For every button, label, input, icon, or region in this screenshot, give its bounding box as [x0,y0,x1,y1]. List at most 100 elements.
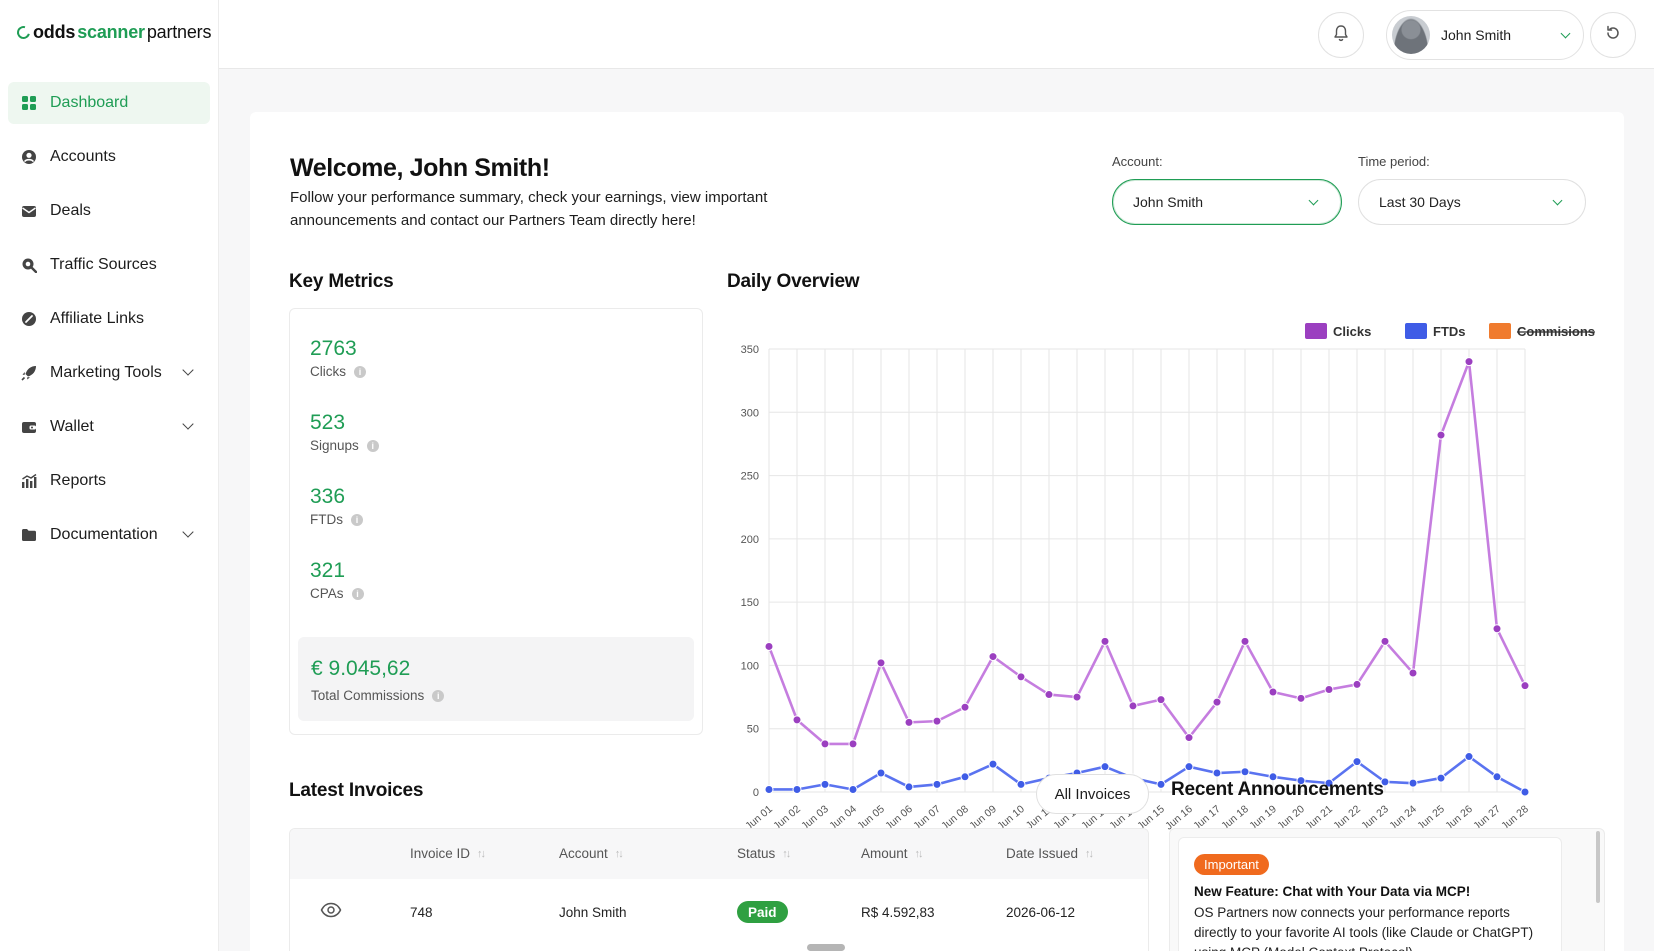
data-point [1044,690,1054,700]
sidebar-item-deals[interactable]: Deals [8,190,210,232]
data-point [1240,767,1250,777]
envelope-icon [20,202,38,220]
data-point [1408,778,1418,788]
daily-overview-chart: 0 50 100 150 200 250 300 350 Jun 01 Jun 02 Jun 03 J… [725,312,1605,842]
series-line-clicks [767,360,1527,746]
data-point [876,768,886,778]
data-point [1352,757,1362,767]
sidebar-item-label: Affiliate Links [50,310,144,327]
data-point [1100,636,1110,646]
info-icon[interactable]: i [351,513,363,526]
eye-icon[interactable] [320,902,342,923]
brand-part-2: scanner [77,22,145,42]
sidebar-item-label: Deals [50,202,91,219]
sidebar-item-documentation[interactable]: Documentation [8,514,210,556]
data-point [1436,430,1446,440]
data-point [1380,777,1390,787]
metric-label: Clicks [310,364,346,379]
sidebar-item-reports[interactable]: Reports [8,460,210,502]
data-point [820,779,830,789]
sidebar-item-label: Documentation [50,526,158,543]
account-select[interactable]: John Smith [1112,179,1342,225]
data-point [1184,733,1194,743]
y-tick-label: 100 [741,660,759,672]
time-period-select[interactable]: Last 30 Days [1358,179,1586,225]
info-icon[interactable]: i [351,587,364,600]
table-header: Invoice ID ↑↓ Account ↑↓ Status ↑↓ Amount ↑↓… [290,829,1148,879]
account-filter-label: Account: [1112,154,1163,169]
data-point [1016,779,1026,789]
latest-invoices-title: Latest Invoices [289,780,424,801]
top-bar: John Smith [219,0,1654,69]
metric-value: 321 [310,559,346,582]
total-commissions-box: € 9.045,62 Total Commissions i [298,637,694,721]
logo-mark-icon [14,23,33,42]
invoice-amount: R$ 4.592,83 [861,905,935,920]
sidebar-item-affiliate-links[interactable]: Affiliate Links [8,298,210,340]
info-icon[interactable]: i [366,439,379,452]
data-point [792,715,802,725]
sidebar-item-label: Reports [50,472,107,489]
user-menu-button[interactable]: John Smith [1386,10,1584,60]
announcement-text: OS Partners now connects your performanc… [1194,905,1534,951]
horizontal-scrollbar[interactable] [807,944,845,951]
sidebar-item-accounts[interactable]: Accounts [8,136,210,178]
column-status[interactable]: Status ↑↓ [737,846,791,861]
data-point [1156,779,1166,789]
sort-icon: ↑↓ [1085,847,1094,860]
sidebar-item-marketing-tools[interactable]: Marketing Tools [8,352,210,394]
notifications-button[interactable] [1318,12,1364,58]
data-point [764,784,774,794]
column-amount[interactable]: Amount ↑↓ [861,846,924,861]
metric-label: FTDs [310,512,343,527]
y-tick-label: 250 [741,471,759,483]
invoice-date: 2026-06-12 [1006,905,1076,920]
info-icon[interactable]: i [354,365,366,378]
info-icon[interactable]: i [432,689,445,702]
all-invoices-button[interactable]: All Invoices [1036,774,1149,814]
wallet-icon [20,418,38,436]
column-invoice-id[interactable]: Invoice ID ↑↓ [410,846,486,861]
data-point [932,716,942,726]
data-point [1016,672,1026,682]
sidebar-item-label: Marketing Tools [50,364,162,381]
rocket-icon [20,364,38,382]
data-point [988,759,998,769]
user-circle-icon [20,148,38,166]
total-commissions-label: Total Commissions [311,688,425,703]
grid-icon [20,94,38,112]
data-point [1520,681,1530,691]
brand-logo[interactable]: odds scanner partners [14,22,212,43]
legend-swatch [1305,323,1327,339]
data-point [1296,776,1306,786]
brand-part-3: partners [146,22,212,42]
sidebar-item-wallet[interactable]: Wallet [8,406,210,448]
data-point [1240,636,1250,646]
chart-icon [20,472,38,490]
sidebar-item-traffic-sources[interactable]: Traffic Sources [8,244,210,286]
data-point [1268,772,1278,782]
data-point [1268,687,1278,697]
data-point [792,784,802,794]
data-point [1492,772,1502,782]
data-point [1408,668,1418,678]
column-label: Invoice ID [410,846,471,861]
refresh-icon [1604,24,1622,47]
key-metrics-panel: 2763 Clicks i 523 Signups i 336 FTDs i 321 … [289,308,703,735]
data-point [1184,762,1194,772]
sidebar-item-dashboard[interactable]: Dashboard [8,82,210,124]
data-point [1212,768,1222,778]
column-date-issued[interactable]: Date Issued ↑↓ [1006,846,1094,861]
data-point [1072,692,1082,702]
announcements-scrollbar[interactable] [1596,831,1600,903]
sort-icon: ↑↓ [782,847,791,860]
refresh-button[interactable] [1590,12,1636,58]
y-tick-label: 350 [741,344,759,356]
data-point [1296,693,1306,703]
sidebar-item-label: Dashboard [50,94,129,111]
column-account[interactable]: Account ↑↓ [559,846,624,861]
metric-label: CPAs [310,586,344,601]
announcement-item[interactable]: Important New Feature: Chat with Your Da… [1178,837,1562,951]
sidebar: odds scanner partners Dashboard Accounts D… [0,0,219,951]
legend-label: Clicks [1333,324,1371,339]
